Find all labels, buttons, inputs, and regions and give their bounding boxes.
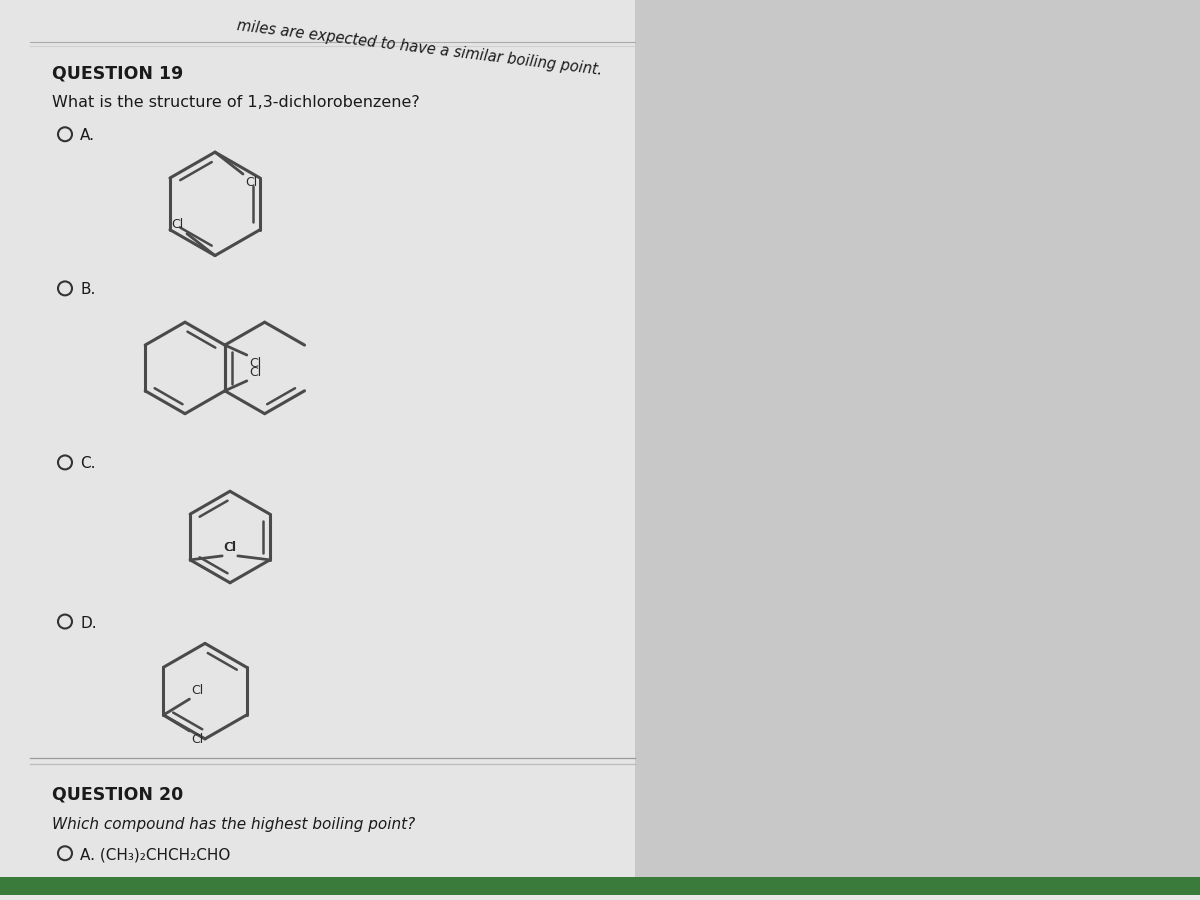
FancyBboxPatch shape [0, 0, 635, 895]
Text: Which compound has the highest boiling point?: Which compound has the highest boiling p… [52, 817, 415, 833]
Text: QUESTION 20: QUESTION 20 [52, 786, 184, 804]
Text: D.: D. [80, 616, 97, 631]
Text: B.: B. [80, 283, 95, 297]
Text: A.: A. [80, 129, 95, 143]
Text: Cl: Cl [248, 366, 262, 379]
Text: Cl: Cl [192, 733, 204, 746]
Text: Cl: Cl [223, 541, 236, 554]
Text: Cl: Cl [172, 218, 184, 230]
Text: Cl: Cl [245, 176, 257, 189]
Text: Cl: Cl [192, 684, 204, 698]
Text: A. (CH₃)₂CHCH₂CHO: A. (CH₃)₂CHCH₂CHO [80, 847, 230, 862]
FancyBboxPatch shape [635, 0, 1200, 895]
Text: What is the structure of 1,3-dichlorobenzene?: What is the structure of 1,3-dichloroben… [52, 95, 420, 111]
Text: C.: C. [80, 456, 96, 472]
Text: Cl: Cl [224, 541, 236, 554]
Text: miles are expected to have a similar boiling point.: miles are expected to have a similar boi… [236, 18, 604, 77]
Text: Cl: Cl [248, 357, 262, 370]
FancyBboxPatch shape [0, 878, 1200, 895]
Text: QUESTION 19: QUESTION 19 [52, 65, 184, 83]
Text: O B. COOH: O B. COOH [52, 882, 136, 897]
